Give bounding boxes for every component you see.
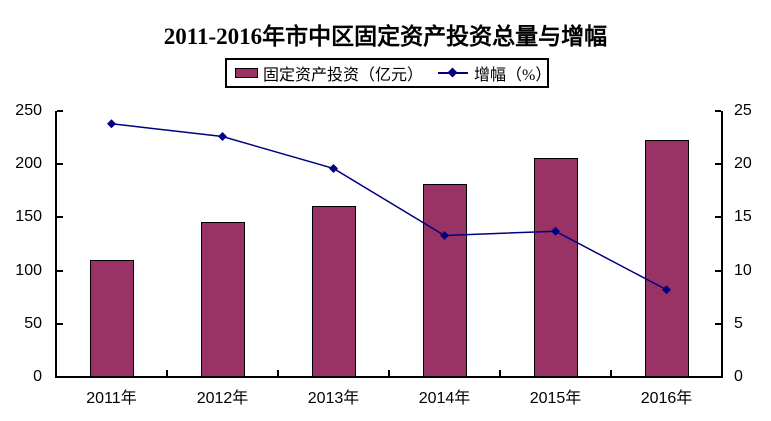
legend-item-investment: 固定资产投资（亿元） [227, 61, 423, 85]
left-axis-tick-label: 150 [15, 208, 42, 226]
investment-bar [644, 139, 689, 377]
left-axis-line [55, 111, 57, 378]
chart-title: 2011-2016年市中区固定资产投资总量与增幅 [163, 24, 608, 49]
left-axis-tick-label: 100 [15, 261, 42, 279]
left-axis-tick [57, 269, 63, 272]
investment-bar [200, 221, 245, 377]
x-axis-category-label: 2015年 [529, 390, 582, 407]
right-axis-tick [715, 269, 721, 272]
legend-item-growth: 增幅（%） [423, 61, 551, 85]
line-series-swatch-icon [438, 67, 469, 78]
right-axis-tick [715, 216, 721, 219]
left-axis-tick [57, 216, 63, 219]
left-axis-tick [57, 322, 63, 325]
right-axis-tick [715, 110, 721, 112]
growth-line-series [111, 123, 667, 291]
investment-bar [89, 259, 134, 377]
x-axis-tick [277, 370, 279, 376]
investment-bar [533, 157, 578, 377]
line-marker-diamond-icon [107, 119, 116, 129]
right-axis-tick-label: 25 [734, 102, 752, 119]
left-axis-tick [57, 163, 63, 166]
x-axis-tick [388, 370, 390, 376]
x-axis-category-label: 2011年 [86, 390, 137, 407]
right-axis-line [721, 111, 723, 378]
x-axis-tick [166, 370, 168, 376]
legend-label-growth: 增幅（%） [474, 67, 552, 84]
x-axis-tick [499, 370, 501, 376]
x-axis-line [55, 376, 723, 378]
x-axis-category-label: 2014年 [418, 390, 471, 407]
right-axis-tick [715, 322, 721, 325]
line-marker-diamond-icon [218, 132, 227, 142]
legend-label-investment: 固定资产投资（亿元） [263, 67, 424, 84]
diamond-marker-icon [447, 67, 458, 78]
left-axis-tick-label: 250 [15, 102, 42, 119]
right-axis-tick-label: 0 [734, 368, 743, 385]
left-axis-tick [57, 110, 63, 112]
x-axis-tick [610, 370, 612, 376]
investment-bar [422, 184, 467, 377]
bar-series-swatch-icon [235, 68, 258, 78]
right-axis-tick-label: 15 [734, 208, 752, 226]
x-axis-category-label: 2016年 [640, 390, 693, 407]
right-axis-tick-label: 10 [734, 261, 752, 279]
left-axis-tick-label: 0 [33, 368, 42, 385]
legend: 固定资产投资（亿元） 增幅（%） [225, 58, 551, 88]
left-axis-tick-label: 200 [15, 155, 42, 173]
right-axis-tick [715, 163, 721, 166]
right-axis-tick-label: 20 [734, 155, 752, 173]
x-axis-category-label: 2012年 [196, 390, 249, 407]
x-axis-category-label: 2013年 [307, 390, 360, 407]
line-marker-diamond-icon [329, 163, 338, 173]
right-axis-tick-label: 5 [734, 314, 743, 332]
investment-bar [311, 205, 356, 377]
left-axis-tick-label: 50 [24, 314, 42, 332]
